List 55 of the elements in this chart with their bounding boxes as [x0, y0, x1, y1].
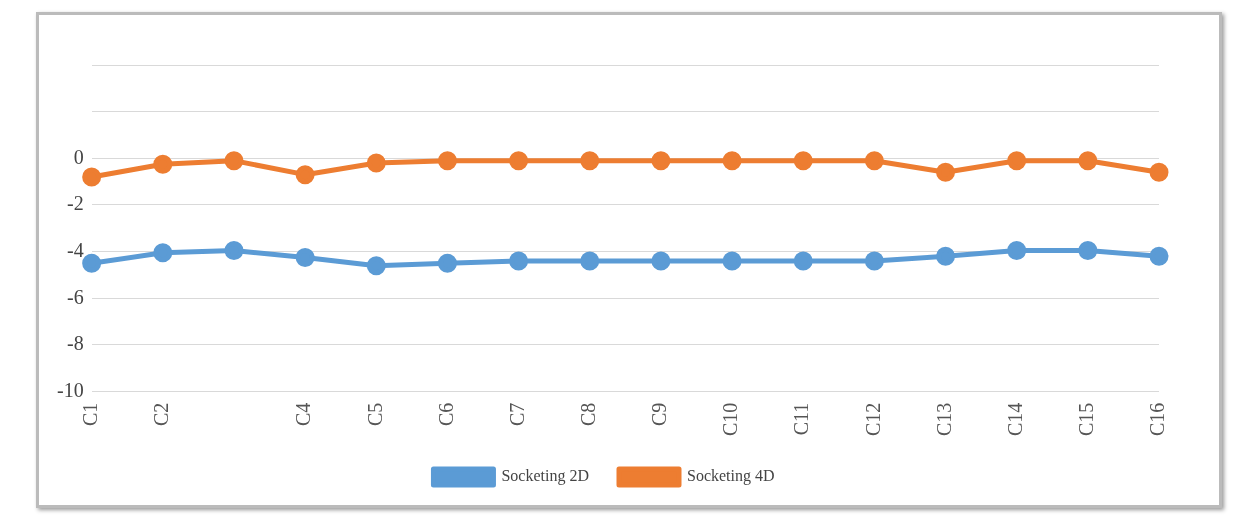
- point: [864, 151, 884, 171]
- x-tick-label: C7: [505, 402, 528, 426]
- point: [722, 251, 742, 271]
- x-tick-label: C11: [790, 402, 813, 436]
- x-tick-label: C6: [434, 402, 457, 426]
- y-tick-label: -8: [66, 332, 84, 355]
- y-tick-label: 0: [73, 145, 84, 168]
- point: [651, 251, 671, 271]
- x-tick-label: C5: [363, 402, 386, 426]
- point: [82, 253, 102, 273]
- y-tick-label: -2: [66, 192, 84, 215]
- y-tick-label: -10: [56, 378, 84, 401]
- point: [580, 151, 600, 171]
- point: [82, 167, 102, 187]
- x-tick-label: C14: [1003, 402, 1026, 436]
- point: [651, 151, 671, 171]
- x-tick-label: C2: [150, 402, 173, 426]
- x-tick-label: C1: [78, 402, 101, 426]
- point: [295, 248, 315, 267]
- point: [864, 251, 884, 271]
- point: [224, 241, 244, 260]
- point: [1007, 241, 1027, 260]
- x-tick-label: C4: [292, 402, 315, 426]
- point: [153, 243, 173, 263]
- point: [366, 153, 386, 173]
- legend-label: Socketing 4D: [687, 467, 775, 486]
- point: [366, 256, 386, 276]
- x-tick-label: C9: [648, 402, 671, 426]
- point: [793, 251, 813, 271]
- point: [793, 151, 813, 171]
- x-tick-label: C12: [861, 402, 884, 436]
- point: [580, 251, 600, 271]
- point: [509, 151, 529, 171]
- x-tick-label: C16: [1146, 402, 1169, 436]
- point: [1149, 246, 1169, 266]
- x-tick-label: C10: [719, 402, 742, 436]
- x-tick-label: C8: [577, 402, 599, 426]
- point: [1078, 151, 1098, 171]
- point: [1149, 162, 1169, 182]
- y-tick-label: -6: [66, 285, 84, 308]
- point: [153, 154, 173, 174]
- point: [722, 151, 742, 171]
- point: [1078, 241, 1098, 260]
- point: [295, 165, 315, 185]
- x-tick-label: C15: [1075, 402, 1098, 436]
- x-tick-label: C13: [932, 402, 955, 436]
- point: [509, 251, 529, 271]
- point: [224, 151, 244, 171]
- point: [936, 162, 956, 182]
- point: [437, 253, 457, 273]
- point: [1007, 151, 1027, 171]
- point: [936, 246, 956, 266]
- point: [437, 151, 457, 171]
- legend-label: Socketing 2D: [501, 467, 589, 486]
- y-tick-label: -4: [66, 238, 84, 261]
